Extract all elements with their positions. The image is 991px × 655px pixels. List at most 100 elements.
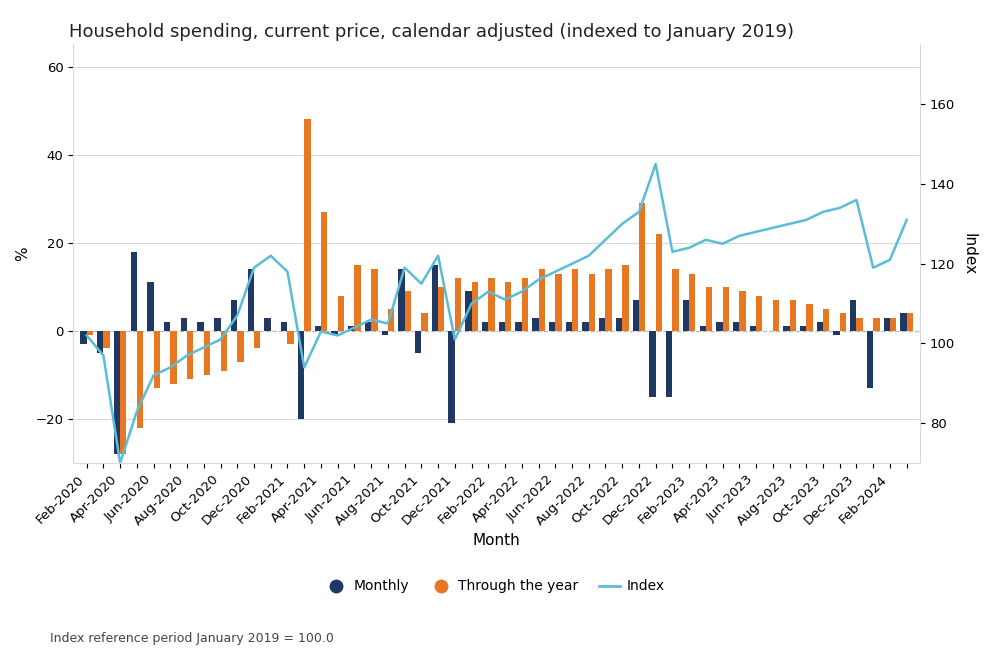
Bar <box>248 269 254 331</box>
Bar <box>338 295 344 331</box>
Index <box>366 316 378 324</box>
Bar <box>221 331 227 371</box>
Bar <box>231 300 237 331</box>
Index <box>165 364 176 371</box>
Index <box>398 264 410 272</box>
Bar <box>237 331 244 362</box>
Index <box>432 252 444 259</box>
Bar <box>555 274 562 331</box>
Bar <box>314 326 321 331</box>
Bar <box>421 313 428 331</box>
Legend: Monthly, Through the year, Index: Monthly, Through the year, Index <box>320 574 671 599</box>
Index <box>750 228 762 236</box>
Bar <box>197 322 204 331</box>
Bar <box>281 322 287 331</box>
Index <box>181 352 193 360</box>
Bar <box>800 326 807 331</box>
Bar <box>589 274 595 331</box>
Bar <box>856 318 863 331</box>
Index <box>382 320 393 328</box>
Bar <box>489 278 495 331</box>
Text: Index reference period January 2019 = 100.0: Index reference period January 2019 = 10… <box>50 632 333 645</box>
Index <box>298 364 310 371</box>
Bar <box>900 313 907 331</box>
Bar <box>884 318 890 331</box>
Index <box>248 264 260 272</box>
Bar <box>672 269 679 331</box>
Bar <box>639 203 645 331</box>
Bar <box>907 313 913 331</box>
Bar <box>97 331 103 353</box>
Index <box>114 459 126 467</box>
Index <box>733 232 745 240</box>
Index <box>600 236 611 244</box>
Bar <box>583 322 589 331</box>
Index <box>716 240 728 248</box>
Bar <box>850 300 856 331</box>
Index <box>650 160 662 168</box>
Index <box>215 335 227 343</box>
Bar <box>298 331 304 419</box>
Index <box>532 276 544 284</box>
Bar <box>449 331 455 423</box>
Bar <box>86 331 93 335</box>
Index <box>633 208 645 216</box>
Bar <box>103 331 110 348</box>
Bar <box>833 331 839 335</box>
Bar <box>498 322 505 331</box>
Bar <box>807 305 813 331</box>
Bar <box>615 318 622 331</box>
Bar <box>773 300 779 331</box>
Y-axis label: Index: Index <box>961 233 976 275</box>
Bar <box>148 282 154 331</box>
Bar <box>783 326 790 331</box>
Index <box>281 268 293 276</box>
Bar <box>572 269 579 331</box>
Bar <box>689 274 696 331</box>
Text: Household spending, current price, calendar adjusted (indexed to January 2019): Household spending, current price, calen… <box>69 23 795 41</box>
Bar <box>204 331 210 375</box>
Bar <box>632 300 639 331</box>
Bar <box>348 326 355 331</box>
Bar <box>538 269 545 331</box>
Bar <box>355 265 361 331</box>
Bar <box>566 322 572 331</box>
Bar <box>722 287 729 331</box>
Bar <box>80 331 86 344</box>
Bar <box>817 322 823 331</box>
Bar <box>187 331 193 379</box>
Bar <box>700 326 706 331</box>
Bar <box>823 309 829 331</box>
Bar <box>606 269 611 331</box>
Index <box>466 299 478 307</box>
Index <box>97 352 109 360</box>
Index <box>499 295 511 303</box>
Bar <box>137 331 144 428</box>
Index <box>583 252 595 259</box>
Bar <box>472 282 478 331</box>
Index <box>231 312 243 320</box>
Index <box>566 260 578 268</box>
Bar <box>455 278 461 331</box>
Bar <box>750 326 756 331</box>
Line: Index: Index <box>86 164 907 463</box>
Bar <box>214 318 221 331</box>
Bar <box>839 313 846 331</box>
Index <box>80 331 92 339</box>
Bar <box>131 252 137 331</box>
Bar <box>790 300 796 331</box>
Index <box>483 288 495 295</box>
Bar <box>382 331 387 335</box>
Bar <box>265 318 271 331</box>
Bar <box>114 331 120 454</box>
Index <box>666 248 678 255</box>
Bar <box>465 291 472 331</box>
Index <box>767 224 779 232</box>
Bar <box>180 318 187 331</box>
Bar <box>372 269 378 331</box>
Bar <box>890 318 896 331</box>
Index <box>198 343 210 351</box>
Index <box>349 324 361 331</box>
Bar <box>365 322 372 331</box>
Index <box>683 244 695 252</box>
